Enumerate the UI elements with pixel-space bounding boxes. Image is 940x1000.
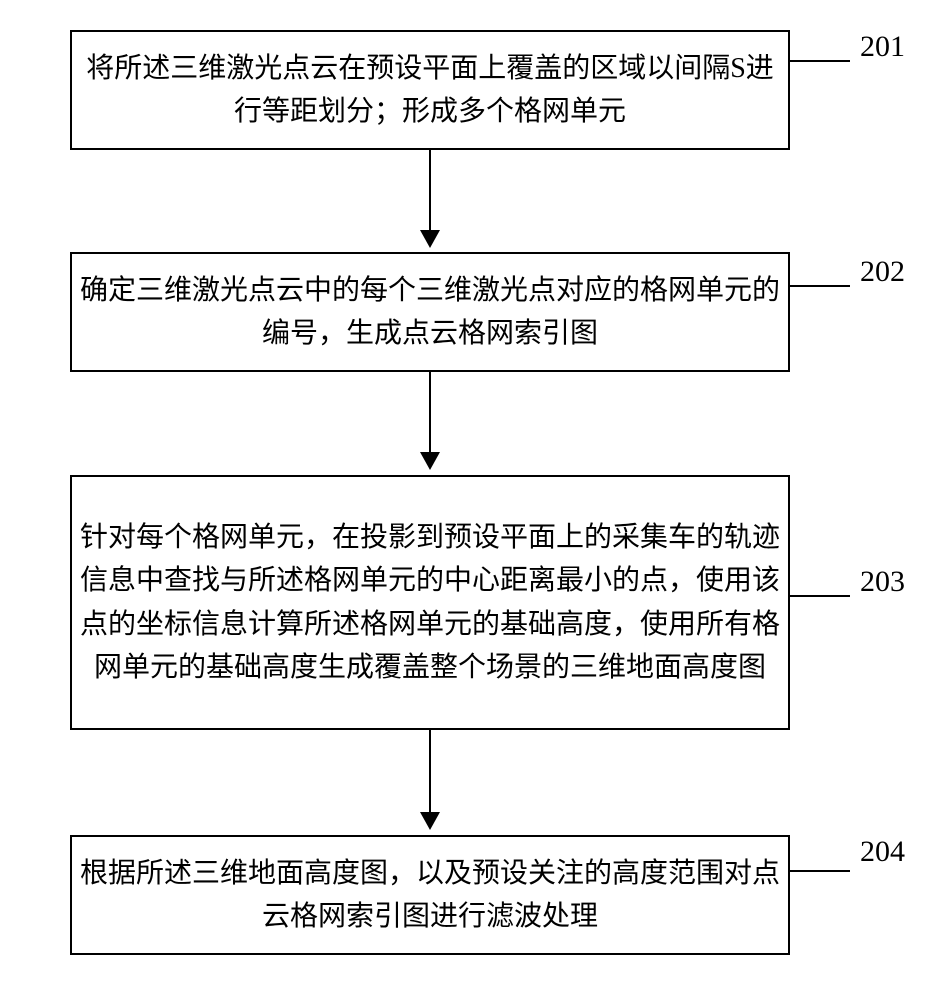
step-box-204: 根据所述三维地面高度图，以及预设关注的高度范围对点云格网索引图进行滤波处理 [70, 835, 790, 955]
connector-203 [790, 595, 850, 597]
step-box-202: 确定三维激光点云中的每个三维激光点对应的格网单元的编号，生成点云格网索引图 [70, 252, 790, 372]
step-text-202: 确定三维激光点云中的每个三维激光点对应的格网单元的编号，生成点云格网索引图 [72, 269, 788, 356]
step-label-203: 203 [860, 565, 905, 599]
arrow-line-3 [429, 730, 431, 812]
step-text-204: 根据所述三维地面高度图，以及预设关注的高度范围对点云格网索引图进行滤波处理 [72, 852, 788, 939]
step-label-204: 204 [860, 835, 905, 869]
step-text-201: 将所述三维激光点云在预设平面上覆盖的区域以间隔S进行等距划分；形成多个格网单元 [72, 47, 788, 134]
flowchart-canvas: 将所述三维激光点云在预设平面上覆盖的区域以间隔S进行等距划分；形成多个格网单元 … [0, 0, 940, 1000]
step-text-203: 针对每个格网单元，在投影到预设平面上的采集车的轨迹信息中查找与所述格网单元的中心… [72, 516, 788, 690]
arrow-head-2 [420, 452, 440, 470]
step-label-201: 201 [860, 30, 905, 64]
connector-204 [790, 870, 850, 872]
step-box-203: 针对每个格网单元，在投影到预设平面上的采集车的轨迹信息中查找与所述格网单元的中心… [70, 475, 790, 730]
arrow-line-1 [429, 150, 431, 230]
arrow-line-2 [429, 372, 431, 452]
connector-201 [790, 60, 850, 62]
arrow-head-3 [420, 812, 440, 830]
connector-202 [790, 285, 850, 287]
arrow-head-1 [420, 230, 440, 248]
step-label-202: 202 [860, 255, 905, 289]
step-box-201: 将所述三维激光点云在预设平面上覆盖的区域以间隔S进行等距划分；形成多个格网单元 [70, 30, 790, 150]
